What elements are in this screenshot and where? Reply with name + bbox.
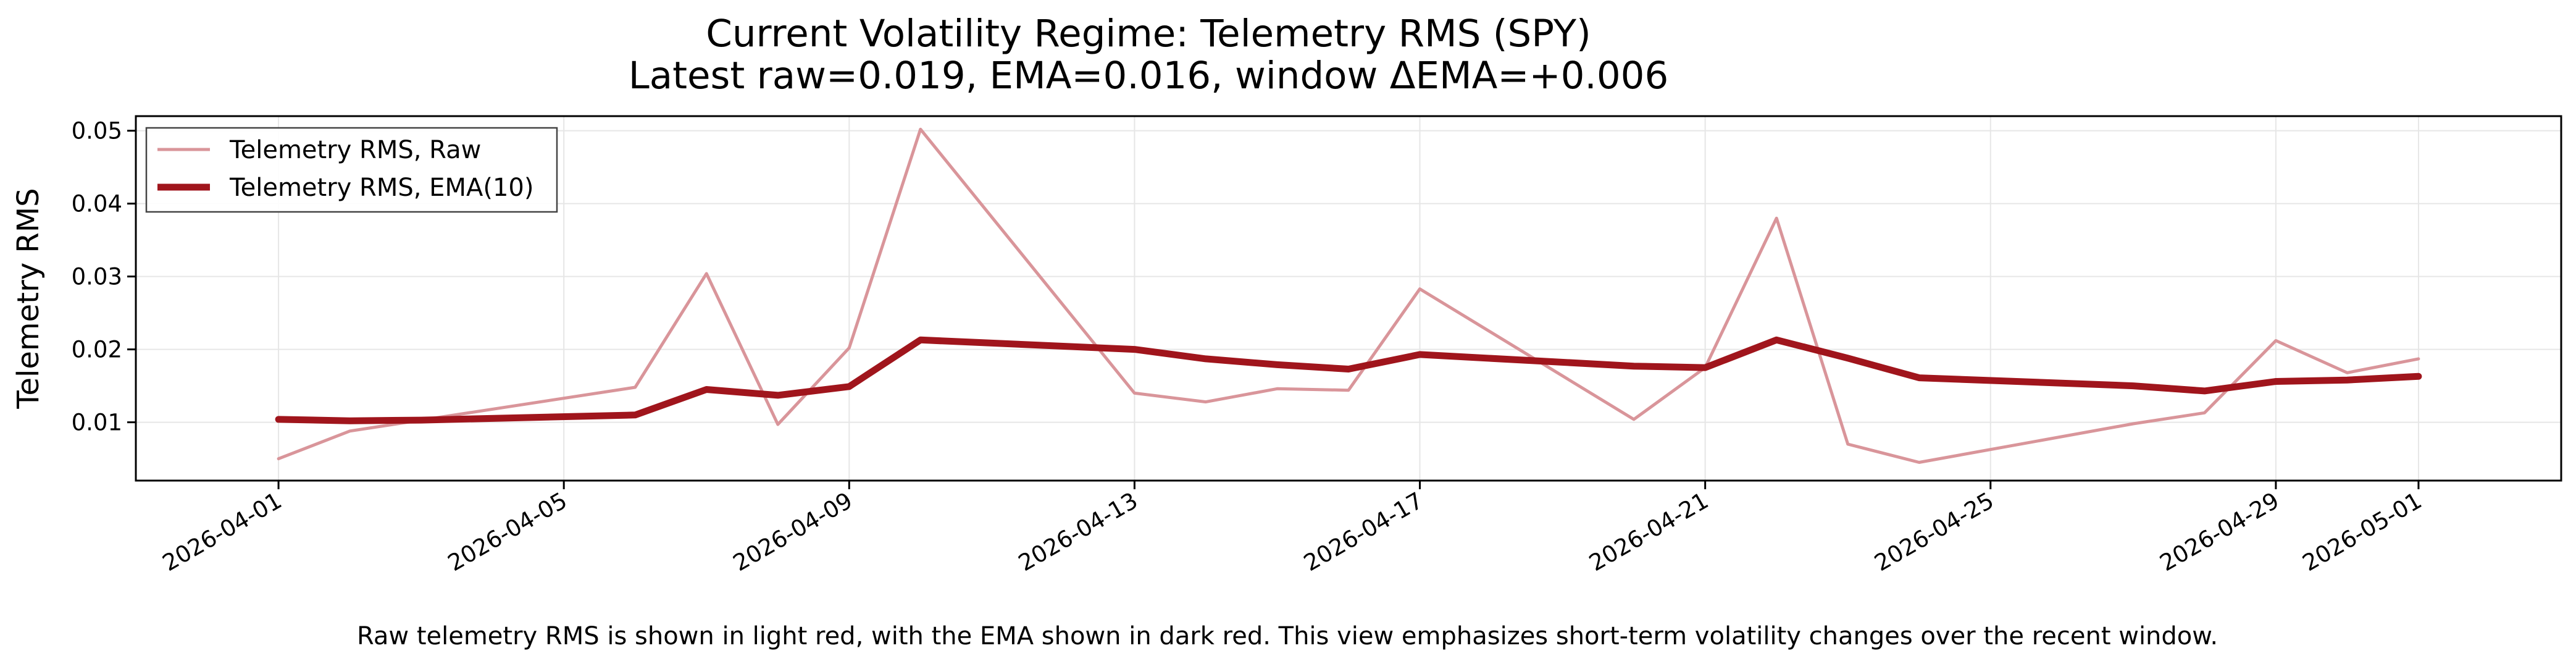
- series-layer: [275, 127, 2422, 464]
- legend: Telemetry RMS, Raw Telemetry RMS, EMA(10…: [145, 127, 558, 213]
- y-tick-label: 0.04: [72, 191, 122, 217]
- chart-subtitle: Latest raw=0.019, EMA=0.016, window ΔEMA…: [629, 54, 1669, 98]
- y-tick-label: 0.02: [72, 337, 122, 363]
- chart-caption: Raw telemetry RMS is shown in light red,…: [357, 622, 2218, 650]
- plot-frame: [135, 115, 2562, 482]
- x-tick-label: 2026-05-01: [2298, 487, 2427, 577]
- x-tick-label: 2026-04-25: [1870, 487, 1999, 577]
- x-tick-label: 2026-04-01: [158, 487, 286, 577]
- x-tick-label: 2026-04-05: [443, 487, 572, 577]
- y-axis-label: Telemetry RMS: [11, 188, 46, 409]
- y-tick-label: 0.03: [72, 264, 122, 290]
- y-tick-label: 0.05: [72, 118, 122, 145]
- series-line-raw: [277, 127, 2420, 464]
- y-tick-label: 0.01: [72, 410, 122, 436]
- chart-title: Current Volatility Regime: Telemetry RMS…: [706, 12, 1591, 56]
- x-tick-label: 2026-04-29: [2156, 487, 2284, 577]
- x-tick-label: 2026-04-13: [1014, 487, 1142, 577]
- x-tick-label: 2026-04-09: [729, 487, 857, 577]
- x-tick-label: 2026-04-21: [1584, 487, 1713, 577]
- x-axis: 2026-04-01 2026-04-05 2026-04-09 2026-04-13…: [158, 481, 2427, 577]
- legend-label-ema: Telemetry RMS, EMA(10): [229, 174, 533, 202]
- legend-label-raw: Telemetry RMS, Raw: [229, 136, 481, 164]
- legend-box: [145, 127, 558, 213]
- y-axis: 0.01 0.02 0.03 0.04 0.05: [72, 118, 136, 436]
- x-tick-label: 2026-04-17: [1299, 487, 1428, 577]
- series-line-ema: [275, 336, 2422, 424]
